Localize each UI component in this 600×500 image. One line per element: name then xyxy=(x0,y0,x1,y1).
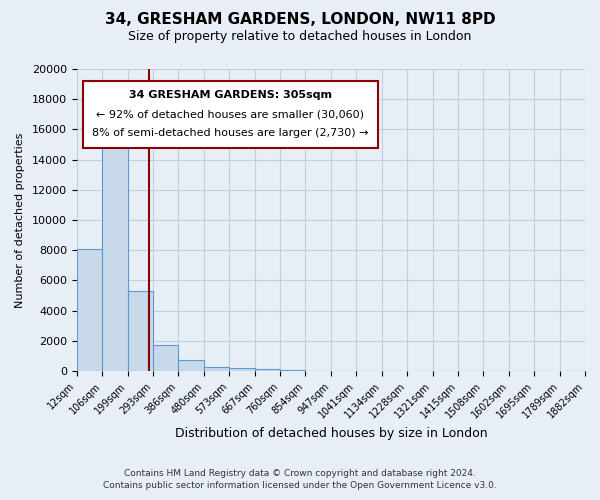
Bar xyxy=(229,368,254,371)
Text: ← 92% of detached houses are smaller (30,060): ← 92% of detached houses are smaller (30… xyxy=(96,110,364,120)
Bar xyxy=(128,291,153,371)
Y-axis label: Number of detached properties: Number of detached properties xyxy=(15,132,25,308)
Bar xyxy=(254,369,280,371)
Bar xyxy=(77,248,102,371)
Text: 34 GRESHAM GARDENS: 305sqm: 34 GRESHAM GARDENS: 305sqm xyxy=(128,90,332,101)
Bar xyxy=(178,360,204,371)
Bar xyxy=(280,370,305,371)
Bar xyxy=(204,366,229,371)
Text: Contains public sector information licensed under the Open Government Licence v3: Contains public sector information licen… xyxy=(103,481,497,490)
Text: Contains HM Land Registry data © Crown copyright and database right 2024.: Contains HM Land Registry data © Crown c… xyxy=(124,468,476,477)
Bar xyxy=(102,122,128,371)
Text: Size of property relative to detached houses in London: Size of property relative to detached ho… xyxy=(128,30,472,43)
X-axis label: Distribution of detached houses by size in London: Distribution of detached houses by size … xyxy=(175,427,487,440)
Bar xyxy=(153,344,178,371)
Text: 8% of semi-detached houses are larger (2,730) →: 8% of semi-detached houses are larger (2… xyxy=(92,128,368,138)
Text: 34, GRESHAM GARDENS, LONDON, NW11 8PD: 34, GRESHAM GARDENS, LONDON, NW11 8PD xyxy=(104,12,496,28)
